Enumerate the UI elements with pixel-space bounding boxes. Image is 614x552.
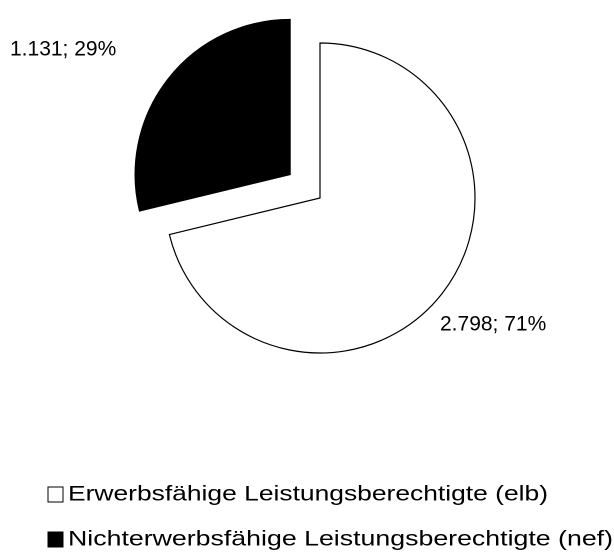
legend-marker <box>47 531 64 548</box>
legend-label: Erwerbsfähige Leistungsberechtigte (elb) <box>68 483 548 506</box>
data-label: 2.798; 71% <box>440 313 546 336</box>
pie-slice <box>168 42 476 354</box>
data-label: 1.131; 29% <box>10 38 116 61</box>
pie-slice <box>134 18 291 212</box>
legend-label: Nichterwerbsfähige Leistungsberechtigte … <box>68 528 613 551</box>
legend-marker <box>47 486 64 503</box>
